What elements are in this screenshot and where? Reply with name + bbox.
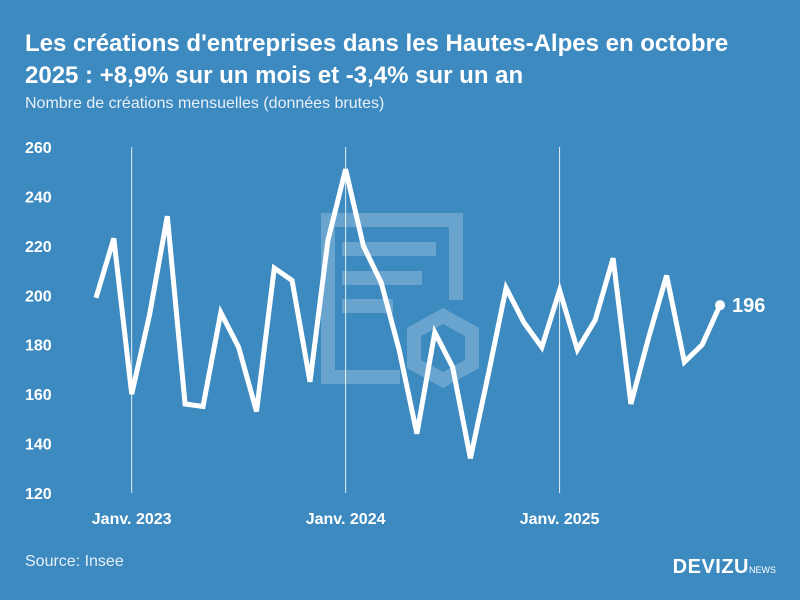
y-tick-label: 140 (25, 437, 52, 454)
x-tick-label: Janv. 2023 (92, 511, 172, 528)
chart-title: Les créations d'entreprises dans les Hau… (25, 30, 729, 89)
last-point-marker (715, 300, 726, 311)
y-tick-label: 200 (25, 288, 52, 305)
chart-subtitle: Nombre de créations mensuelles (données … (25, 95, 385, 112)
series-line (93, 168, 723, 459)
y-tick-label: 220 (25, 239, 52, 256)
watermark-logo-icon (321, 213, 479, 388)
y-tick-label: 260 (25, 140, 52, 157)
y-tick-label: 160 (25, 387, 52, 404)
x-tick-label: Janv. 2025 (520, 511, 600, 528)
logo-main: DEVIZU (672, 556, 749, 578)
devizu-logo: DEVIZUNEWS (673, 556, 776, 579)
x-tick-label: Janv. 2024 (306, 511, 386, 528)
logo-suffix: NEWS (749, 565, 776, 575)
y-tick-label: 180 (25, 338, 52, 355)
y-tick-label: 240 (25, 189, 52, 206)
source-note: Source: Insee (25, 553, 124, 570)
last-value-label: 196 (732, 295, 765, 317)
y-tick-label: 120 (25, 486, 52, 503)
